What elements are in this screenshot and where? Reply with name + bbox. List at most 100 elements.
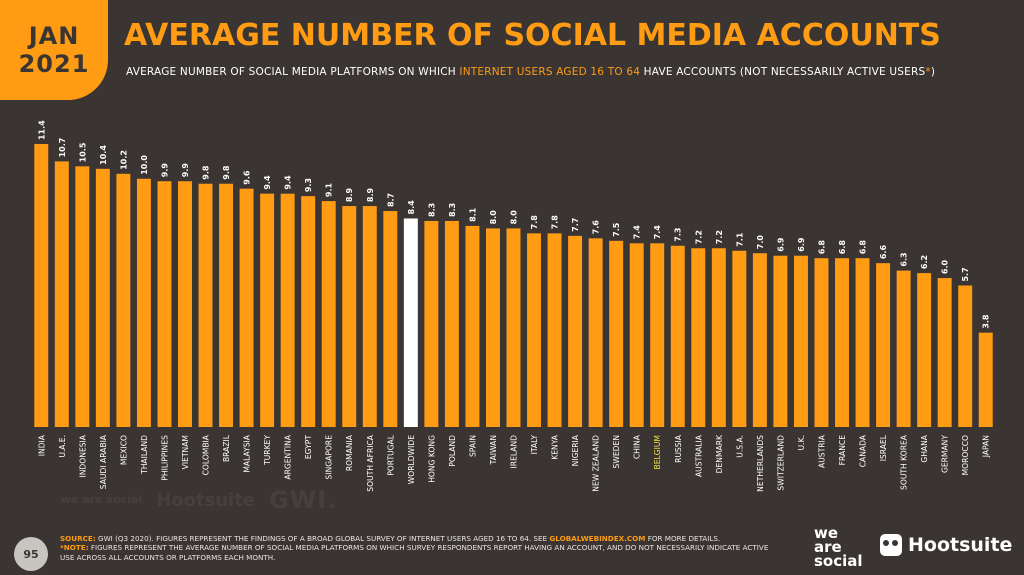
value-label: 5.7 — [961, 267, 970, 281]
bar-south-korea — [896, 270, 911, 427]
bar-u-a-e — [54, 161, 69, 427]
bar-portugal — [383, 211, 398, 427]
value-label: 7.5 — [612, 222, 621, 237]
category-label: MALAYSIA — [243, 434, 252, 472]
category-label: RUSSIA — [674, 434, 683, 463]
subtitle-star: * — [925, 66, 931, 78]
bar-malaysia — [239, 188, 254, 427]
category-label: AUSTRALIA — [694, 434, 703, 477]
bar-japan — [978, 332, 993, 427]
category-label: FRANCE — [838, 435, 847, 466]
category-label: WORLDWIDE — [407, 435, 416, 484]
bar-india — [34, 144, 49, 427]
value-label: 7.1 — [735, 232, 744, 247]
category-label: ROMANIA — [345, 434, 354, 471]
value-label: 6.6 — [879, 245, 888, 260]
bar-denmark — [711, 248, 726, 427]
value-label: 3.8 — [982, 314, 991, 329]
bar-turkey — [260, 193, 275, 427]
value-label: 10.2 — [119, 150, 128, 170]
category-label: ISRAEL — [879, 434, 888, 461]
subtitle-highlight: INTERNET USERS AGED 16 TO 64 — [459, 66, 641, 78]
bar-colombia — [198, 183, 213, 427]
date-year: 2021 — [18, 50, 90, 78]
bar-romania — [342, 206, 357, 427]
brand-are: are — [814, 538, 842, 556]
value-label: 10.7 — [58, 138, 67, 158]
category-label: INDIA — [37, 434, 46, 456]
category-label: CANADA — [859, 434, 868, 467]
category-label: NEW ZEALAND — [592, 435, 601, 492]
category-label: KENYA — [551, 434, 560, 460]
value-label: 9.6 — [243, 170, 252, 185]
bar-australia — [691, 248, 706, 427]
category-label: AUSTRIA — [817, 434, 826, 468]
bar-hong-kong — [424, 220, 439, 427]
bar-saudi-arabia — [95, 168, 110, 427]
category-label: TURKEY — [263, 435, 272, 466]
bar-kenya — [547, 233, 562, 427]
bar-belgium — [650, 243, 665, 427]
bar-austria — [814, 258, 829, 427]
bar-morocco — [958, 285, 973, 427]
bar-worldwide — [403, 218, 418, 427]
value-label: 8.4 — [407, 200, 416, 215]
value-label: 6.0 — [941, 259, 950, 274]
bar-philippines — [157, 181, 172, 427]
category-label: ARGENTINA — [284, 434, 293, 479]
bar-south-africa — [362, 206, 377, 427]
value-label: 9.3 — [304, 178, 313, 192]
category-label: BRAZIL — [222, 434, 231, 462]
brand-we: we — [814, 524, 839, 542]
source-end: FOR MORE DETAILS. — [645, 534, 721, 543]
bar-vietnam — [178, 181, 192, 427]
value-label: 8.9 — [366, 187, 375, 202]
bar-indonesia — [75, 166, 90, 427]
page-subtitle: AVERAGE NUMBER OF SOCIAL MEDIA PLATFORMS… — [126, 66, 935, 78]
category-label: NIGERIA — [571, 434, 580, 466]
value-label: 6.2 — [920, 255, 929, 269]
bar-poland — [444, 220, 459, 427]
value-label: 6.8 — [817, 240, 826, 255]
category-label: SOUTH KOREA — [900, 434, 909, 490]
value-label: 10.4 — [99, 145, 108, 165]
value-label: 9.9 — [160, 163, 169, 178]
category-label: U.A.E. — [58, 435, 67, 458]
subtitle-end: ) — [930, 66, 936, 78]
category-label: PHILIPPINES — [160, 435, 169, 481]
bar-germany — [937, 278, 952, 427]
bar-nigeria — [568, 235, 583, 427]
bar-canada — [855, 258, 870, 427]
bar-singapore — [321, 201, 336, 427]
category-label: COLOMBIA — [202, 434, 211, 475]
bar-spain — [465, 225, 480, 427]
bar-ghana — [917, 273, 932, 427]
value-label: 9.8 — [222, 165, 231, 180]
source-link[interactable]: GLOBALWEBINDEX.COM — [549, 534, 646, 543]
value-label: 9.4 — [263, 175, 272, 190]
value-label: 7.4 — [653, 225, 662, 240]
brand-hootsuite: Hootsuite — [908, 534, 1013, 556]
brand-social: social — [814, 552, 863, 570]
value-label: 8.7 — [386, 193, 395, 207]
value-label: 7.8 — [551, 215, 560, 230]
bar-israel — [876, 263, 891, 427]
category-label: MOROCCO — [961, 435, 970, 475]
bar-netherlands — [752, 253, 767, 427]
category-label: MEXICO — [119, 435, 128, 465]
watermark-hootsuite: Hootsuite — [156, 489, 256, 511]
value-label: 8.9 — [345, 187, 354, 202]
bar-brazil — [219, 183, 234, 427]
subtitle-pre: AVERAGE NUMBER OF SOCIAL MEDIA PLATFORMS… — [126, 66, 460, 78]
source-text: GWI (Q3 2020). FIGURES REPRESENT THE FIN… — [95, 534, 550, 543]
bar-taiwan — [485, 228, 500, 427]
chart-panel: 11.4 INDIA 10.7 U.A.E. 10.5 INDONESIA 10.4 SAUD… — [19, 108, 1006, 522]
value-label: 6.8 — [838, 240, 847, 255]
category-label: PORTUGAL — [386, 434, 395, 476]
category-label: SWITZERLAND — [776, 435, 785, 491]
value-label: 11.4 — [37, 120, 46, 140]
bar-russia — [670, 245, 685, 427]
category-label: INDONESIA — [78, 434, 87, 477]
category-label: SAUDI ARABIA — [99, 434, 108, 489]
bar-france — [835, 258, 849, 427]
